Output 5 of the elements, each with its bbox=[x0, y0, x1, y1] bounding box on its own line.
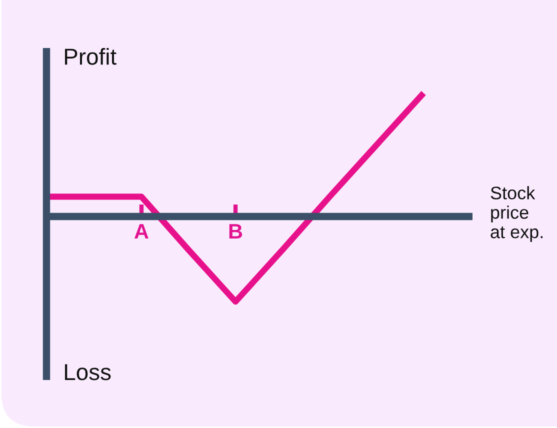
x-tick-label: A bbox=[134, 224, 148, 239]
text: Profit bbox=[64, 48, 116, 65]
text: Loss bbox=[64, 364, 111, 380]
x-axis-title: Stock price at exp. bbox=[490, 186, 543, 242]
x-tick-label: B bbox=[229, 224, 242, 239]
